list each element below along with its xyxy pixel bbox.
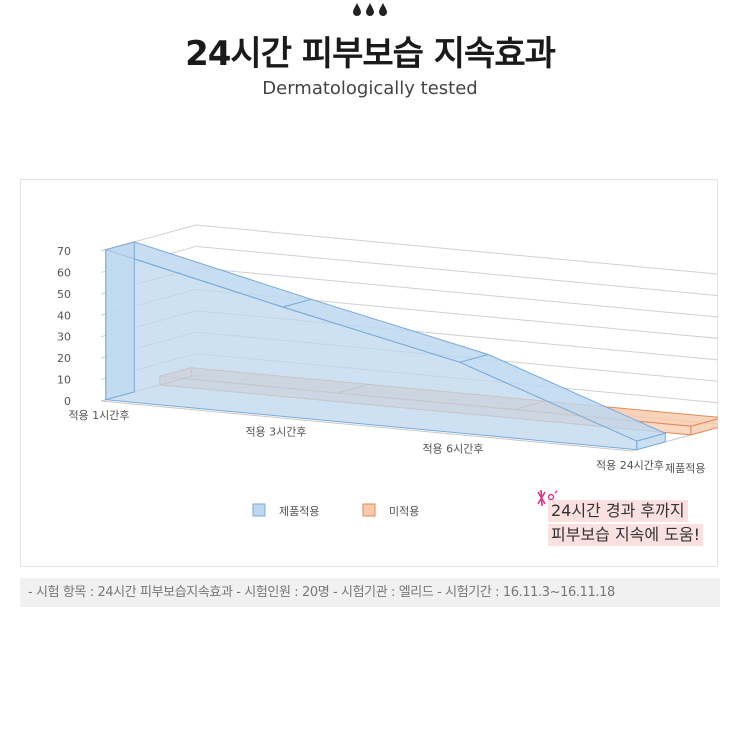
x-tick-label-1: 적용 3시간후 [245,426,306,439]
series-untreated-right-cap [690,418,718,436]
series-product-right-cap [636,432,666,451]
series-product-left-cap [105,241,135,401]
gridline-back-70 [195,224,718,275]
legend-label-0: 제품적용 [279,505,319,518]
legend-swatch-0 [252,503,266,517]
test-info-footer: - 시험 항목 : 24시간 피부보습지속효과 - 시험인원 : 20명 - 시… [20,578,720,607]
chart-frame [20,179,718,567]
series-product-front-face [105,249,638,451]
y-tick-label-50: 50 [57,288,71,301]
y-tick-label-20: 20 [57,352,71,365]
y-tick-label-40: 40 [57,309,71,322]
x-tick-label-2: 적용 6시간후 [422,442,483,455]
water-drops-icon [353,3,387,16]
y-tick-label-70: 70 [57,245,71,258]
highlight-note: 24시간 경과 후까지 피부보습 지속에 도움! [548,500,704,548]
depth-label-1: 제품적용 [665,462,705,475]
series-product-divider-2 [459,354,489,363]
legend-swatch-1 [362,503,376,517]
note-line-2: 피부보습 지속에 도움! [548,524,704,546]
sparkle-icon [537,489,558,507]
y-tick-label-10: 10 [57,374,71,387]
y-tick-label-0: 0 [64,395,71,408]
legend-label-1: 미적용 [389,505,419,518]
x-tick-label-0: 적용 1시간후 [68,409,129,422]
y-tick-label-60: 60 [57,266,71,279]
gridline-back-60 [195,245,718,297]
floor-edge-0 [100,400,633,452]
y-tick-label-30: 30 [57,331,71,344]
page-title: 24시간 피부보습 지속효과 [185,34,556,74]
series-product-divider-1 [282,298,312,308]
gridline-back-50 [195,267,718,318]
page-subtitle: Dermatologically tested [262,78,478,99]
x-tick-label-3: 적용 24시간후 [596,459,664,472]
note-line-1: 24시간 경과 후까지 [548,500,688,522]
